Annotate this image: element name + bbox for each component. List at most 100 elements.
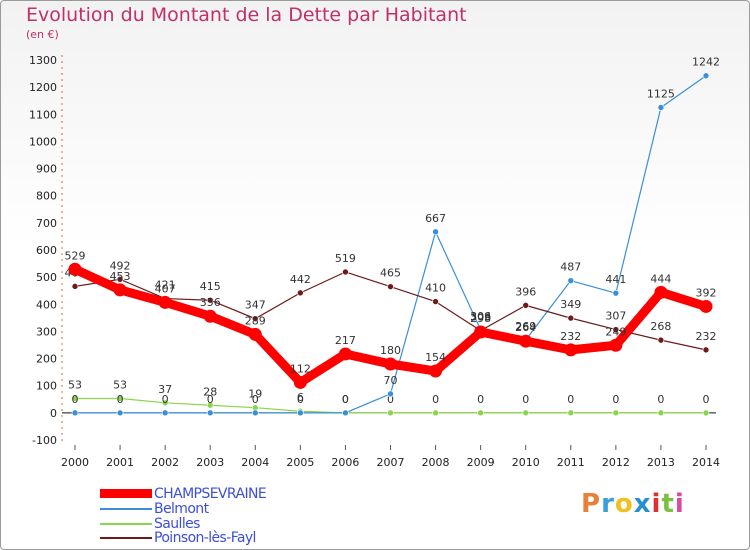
data-point	[297, 409, 304, 417]
data-point	[432, 228, 439, 236]
proxiti-logo: Proxiti	[581, 489, 685, 519]
data-point	[699, 299, 713, 313]
data-point	[567, 409, 575, 417]
data-point	[71, 395, 79, 402]
data-label: 667	[425, 212, 446, 225]
data-point	[384, 357, 397, 371]
logo-letter: i	[674, 489, 685, 519]
legend-swatch-saulles	[100, 522, 152, 525]
data-point	[702, 346, 710, 354]
x-tick-label: 2000	[61, 456, 89, 469]
data-label: 0	[387, 393, 394, 406]
data-label: 0	[72, 393, 79, 406]
data-label: 0	[703, 393, 710, 406]
data-label: 442	[290, 273, 311, 286]
data-label: 392	[696, 286, 717, 299]
y-tick-label: 900	[36, 163, 57, 176]
x-tick-label: 2008	[422, 456, 450, 469]
data-point	[612, 409, 620, 417]
data-point	[158, 295, 172, 309]
data-point	[612, 289, 620, 297]
data-label: 0	[522, 393, 529, 406]
data-point	[387, 283, 394, 290]
data-point	[251, 315, 259, 322]
data-label: 0	[432, 393, 439, 406]
y-tick-label: 0	[50, 407, 57, 420]
data-point	[248, 327, 262, 341]
series-saulles: 53 53 37 28 19 6 0 0 0 0 0 0 0 0 0	[68, 378, 710, 417]
data-label: 415	[200, 280, 221, 293]
data-point	[612, 326, 620, 333]
data-point	[116, 395, 124, 402]
data-point	[251, 409, 259, 417]
data-point	[387, 409, 394, 417]
logo-letter: P	[581, 489, 602, 519]
series-champsevraine: 529 453 407 356 289 112 217 180 154 298 264 232 249 4…	[65, 249, 717, 389]
data-label: 356	[200, 296, 221, 309]
data-label: 112	[290, 362, 311, 375]
legend-label-belmont: Belmont	[154, 500, 209, 517]
data-label: 289	[245, 314, 266, 327]
data-point	[657, 409, 665, 417]
y-tick-label: 400	[36, 298, 57, 311]
data-label: 232	[560, 330, 581, 343]
legend-label-saulles: Saulles	[154, 515, 200, 532]
legend-item-saulles: Saulles	[100, 515, 200, 532]
data-label: 444	[650, 272, 671, 285]
data-label: 303	[470, 311, 491, 324]
data-label: 519	[335, 252, 356, 265]
legend-swatch-poinson	[100, 536, 152, 539]
data-point	[71, 283, 79, 290]
legend-swatch-champsevraine	[100, 489, 152, 498]
data-label: 1125	[647, 88, 675, 101]
logo-letter: t	[661, 489, 675, 519]
data-point	[432, 298, 439, 305]
data-point	[113, 283, 127, 297]
legend-item-belmont: Belmont	[100, 500, 209, 517]
data-label: 232	[696, 330, 717, 343]
data-label: 180	[380, 344, 401, 357]
data-label: 0	[342, 393, 349, 406]
y-tick-label: 500	[36, 271, 57, 284]
y-tick-label: 600	[36, 244, 57, 257]
data-label: 0	[252, 393, 259, 406]
data-label: 349	[560, 298, 581, 311]
data-point	[297, 289, 304, 297]
data-point	[522, 409, 530, 417]
x-tick-label: 2003	[196, 456, 224, 469]
data-label: 268	[650, 320, 671, 333]
data-point	[429, 364, 443, 378]
data-point	[387, 390, 394, 398]
x-tick-label: 2014	[692, 456, 720, 469]
data-label: 249	[605, 325, 626, 338]
x-tick-label: 2013	[647, 456, 675, 469]
data-point	[71, 409, 79, 417]
data-label: 0	[657, 393, 664, 406]
x-tick-label: 2002	[151, 456, 179, 469]
data-label: 410	[425, 282, 446, 295]
data-label: 396	[515, 285, 536, 298]
data-label: 421	[155, 279, 176, 292]
data-label: 37	[158, 383, 172, 396]
data-point	[702, 72, 710, 80]
chart-subtitle: (en €)	[26, 28, 59, 41]
y-tick-label: 100	[36, 380, 57, 393]
y-tick-label: 700	[36, 217, 57, 230]
data-point	[657, 336, 665, 344]
x-tick-label: 2011	[557, 456, 585, 469]
data-label: 0	[162, 393, 169, 406]
data-point	[522, 302, 530, 309]
data-label: 269	[515, 320, 536, 333]
data-label: 441	[605, 273, 626, 286]
data-point	[609, 338, 623, 352]
data-label: 529	[65, 249, 86, 262]
logo-letter: o	[614, 489, 634, 519]
legend-label-champsevraine: CHAMPSEVRAINE	[154, 485, 267, 502]
data-point	[567, 314, 575, 322]
data-label: 306	[470, 310, 491, 323]
data-label: 53	[68, 378, 82, 391]
data-point	[116, 409, 124, 417]
data-label: 217	[335, 334, 356, 347]
